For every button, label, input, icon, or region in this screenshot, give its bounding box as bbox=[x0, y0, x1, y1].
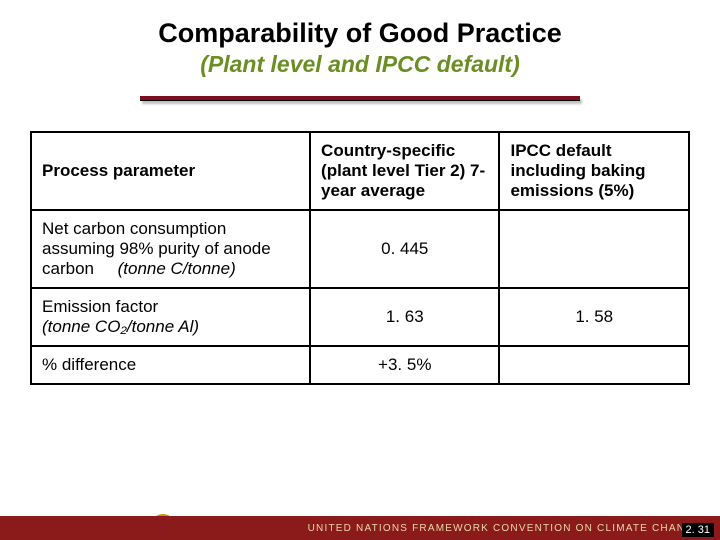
slide-number: 2. 31 bbox=[682, 523, 714, 537]
slide-subtitle: (Plant level and IPCC default) bbox=[0, 49, 720, 86]
param-cell: Net carbon consumption assuming 98% puri… bbox=[31, 210, 310, 288]
col-header-parameter: Process parameter bbox=[31, 132, 310, 210]
table-row: % difference +3. 5% bbox=[31, 346, 689, 384]
ipcc-cell bbox=[499, 346, 689, 384]
footer-org-text: UNITED NATIONS FRAMEWORK CONVENTION ON C… bbox=[0, 523, 712, 534]
param-unit: (tonne C/tonne) bbox=[118, 259, 236, 278]
footer-bar: UNITED NATIONS FRAMEWORK CONVENTION ON C… bbox=[0, 516, 720, 540]
country-cell: +3. 5% bbox=[310, 346, 499, 384]
country-cell: 0. 445 bbox=[310, 210, 499, 288]
comparison-table: Process parameter Country-specific (plan… bbox=[30, 131, 690, 385]
col-header-ipcc-default: IPCC default including baking emissions … bbox=[499, 132, 689, 210]
country-cell: 1. 63 bbox=[310, 288, 499, 346]
slide-title: Comparability of Good Practice bbox=[0, 0, 720, 49]
ipcc-cell: 1. 58 bbox=[499, 288, 689, 346]
param-unit: (tonne CO₂/tonne Al) bbox=[42, 317, 199, 336]
col-header-country-specific: Country-specific (plant level Tier 2) 7-… bbox=[310, 132, 499, 210]
table-row: Net carbon consumption assuming 98% puri… bbox=[31, 210, 689, 288]
param-cell: Emission factor (tonne CO₂/tonne Al) bbox=[31, 288, 310, 346]
table-header-row: Process parameter Country-specific (plan… bbox=[31, 132, 689, 210]
table-row: Emission factor (tonne CO₂/tonne Al) 1. … bbox=[31, 288, 689, 346]
accent-rule bbox=[140, 96, 580, 101]
param-text: Emission factor bbox=[42, 297, 158, 316]
param-cell: % difference bbox=[31, 346, 310, 384]
param-text: % difference bbox=[42, 355, 136, 374]
ipcc-cell bbox=[499, 210, 689, 288]
